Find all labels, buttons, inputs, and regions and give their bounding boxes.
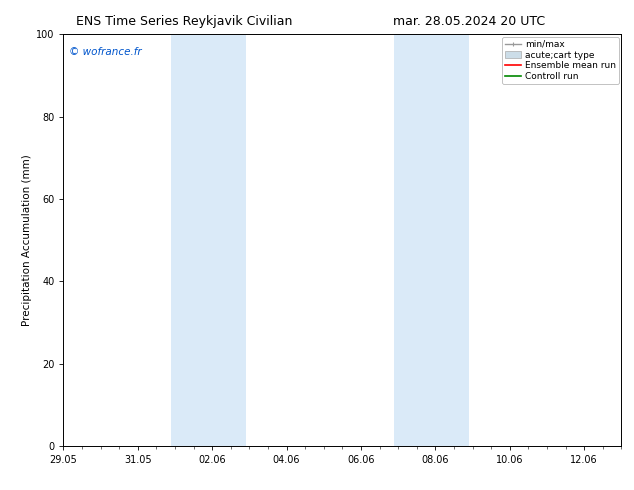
Text: © wofrance.fr: © wofrance.fr [69, 47, 141, 57]
Text: mar. 28.05.2024 20 UTC: mar. 28.05.2024 20 UTC [393, 15, 545, 28]
Bar [394, 34, 469, 446]
Bar [171, 34, 245, 446]
Text: ENS Time Series Reykjavik Civilian: ENS Time Series Reykjavik Civilian [76, 15, 292, 28]
Legend: min/max, acute;cart type, Ensemble mean run, Controll run: min/max, acute;cart type, Ensemble mean … [502, 37, 619, 84]
Y-axis label: Precipitation Accumulation (mm): Precipitation Accumulation (mm) [22, 154, 32, 326]
